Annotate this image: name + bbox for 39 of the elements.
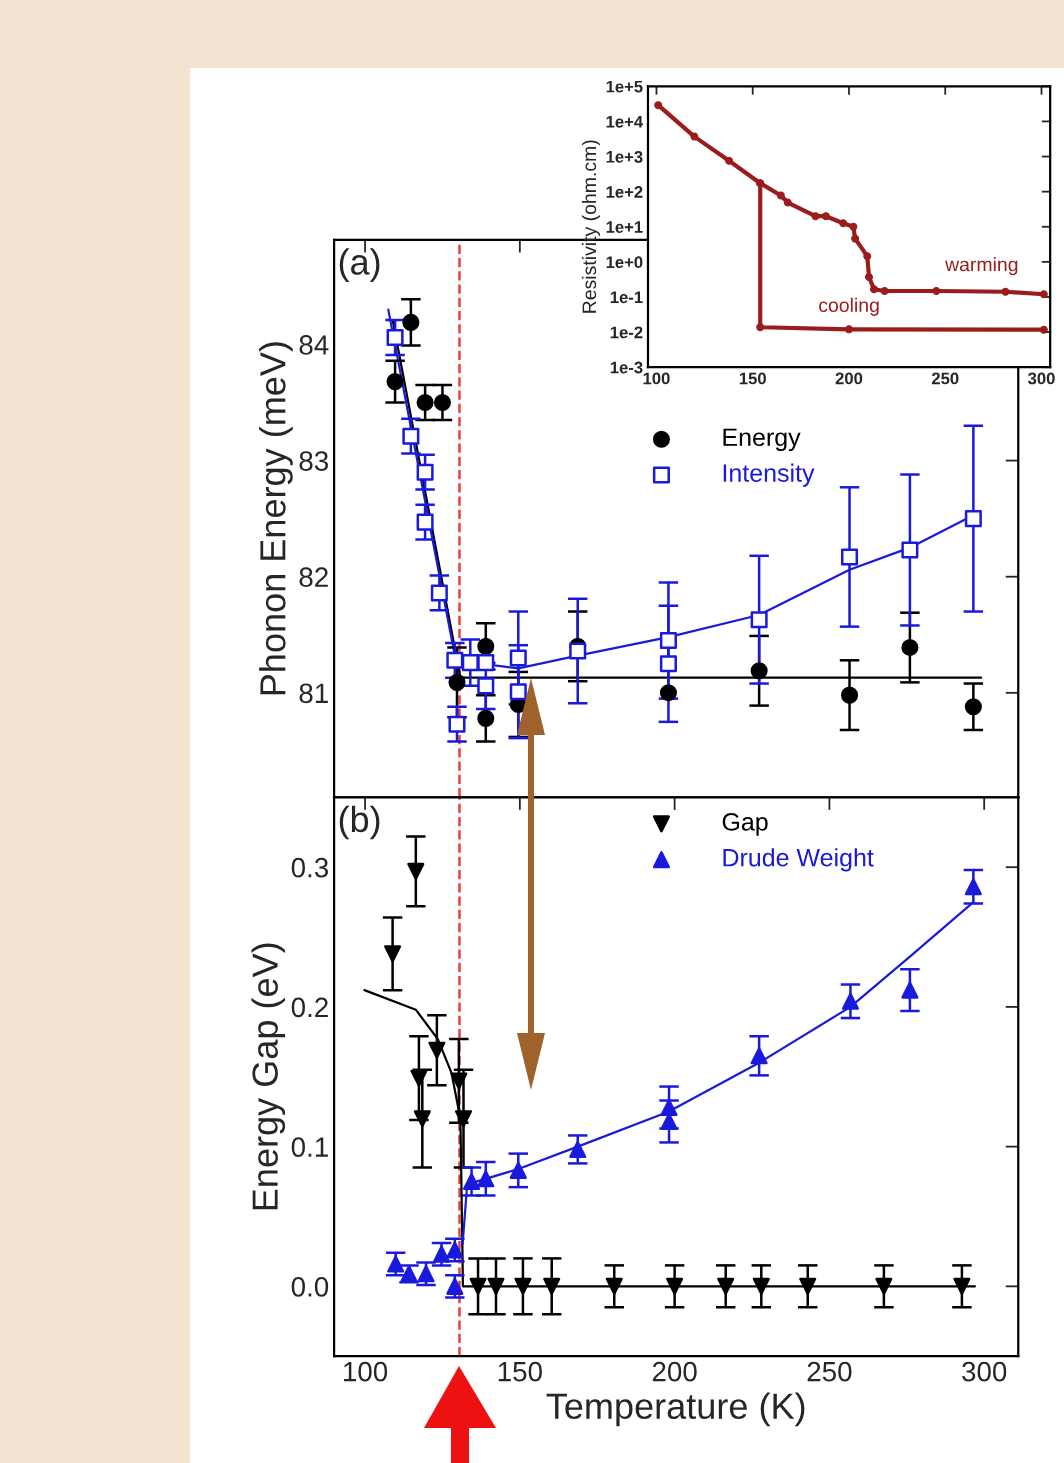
x-tick-label: 150 <box>739 372 766 385</box>
y-tick-label: 0.3 <box>291 857 329 878</box>
y-tick-label: 81 <box>299 683 328 704</box>
y-tick-label: 1e+2 <box>606 186 643 198</box>
legend-label: Gap <box>722 813 768 836</box>
x-tick-label: 100 <box>344 1361 388 1382</box>
y-tick-label: 1e+5 <box>606 80 643 93</box>
x-tick-label: 200 <box>652 1361 697 1382</box>
y-tick-label: 1e+1 <box>606 221 643 233</box>
annotation: (b) <box>339 805 380 840</box>
y-tick-label: 84 <box>299 335 329 355</box>
annotation: (a) <box>339 248 380 282</box>
x-tick-label: 300 <box>962 1361 1007 1382</box>
x-tick-label: 250 <box>807 1361 852 1382</box>
y-tick-label: 0.0 <box>291 1277 329 1297</box>
y-tick-label: 1e+4 <box>606 116 644 128</box>
y-tick-label: 0.2 <box>291 997 328 1018</box>
y-tick-label: 83 <box>299 451 329 471</box>
y-tick-label: 1e+3 <box>606 150 643 163</box>
y-axis-title: Phonon Energy (meV) <box>259 342 293 695</box>
y-tick-label: 0.1 <box>291 1137 328 1157</box>
annotation: cooling <box>819 297 879 316</box>
x-axis-title: Temperature (K) <box>546 1392 805 1427</box>
legend-label: Energy <box>723 428 801 452</box>
y-tick-label: 1e-1 <box>610 291 643 304</box>
legend-label: Intensity <box>723 463 815 487</box>
y-tick-label: 82 <box>299 567 328 588</box>
legend-label: Drude Weight <box>723 848 874 872</box>
y-tick-label: 1e+0 <box>606 256 643 269</box>
x-tick-label: 250 <box>931 372 959 385</box>
annotation: warming <box>945 257 1018 276</box>
x-tick-label: 150 <box>498 1361 542 1382</box>
x-tick-label: 100 <box>643 372 670 385</box>
x-tick-label: 300 <box>1027 372 1055 385</box>
y-axis-title: Resistivity (ohm.cm) <box>581 140 601 313</box>
x-tick-label: 200 <box>835 372 863 385</box>
y-tick-label: 1e-3 <box>610 361 643 374</box>
y-axis-title: Energy Gap (eV) <box>251 943 286 1210</box>
y-tick-label: 1e-2 <box>610 326 643 339</box>
